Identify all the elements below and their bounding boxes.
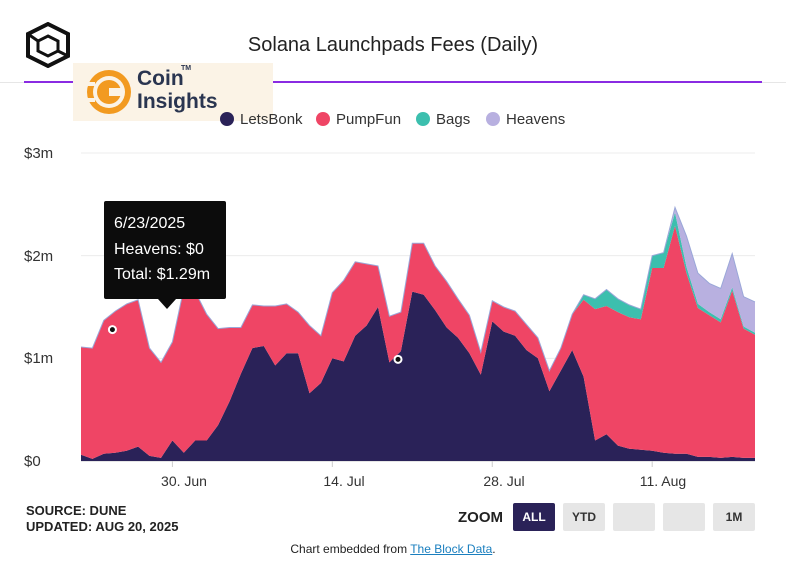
wordmark-line1: Coin (137, 67, 184, 90)
legend-item-heavens[interactable]: Heavens (486, 111, 565, 128)
tooltip-date: 6/23/2025 (114, 215, 186, 232)
chart-title: Solana Launchpads Fees (Daily) (247, 34, 539, 56)
legend-item-letsbonk[interactable]: LetsBonk (220, 111, 303, 128)
coin-insights-wordmark: Coin Insights (137, 67, 218, 113)
legend-swatch (316, 112, 330, 126)
legend-label: LetsBonk (240, 111, 303, 128)
trademark: TM (181, 65, 192, 72)
legend-item-bags[interactable]: Bags (416, 111, 470, 128)
y-tick-label: $3m (24, 145, 54, 162)
coin-insights-logo-icon (85, 70, 131, 114)
zoom-1m-button[interactable]: 1M (713, 503, 755, 531)
title-accent-line (24, 81, 762, 83)
area-series-pumpfun (81, 225, 755, 459)
zoom-button-blank-1[interactable] (613, 503, 655, 531)
y-tick-label: $1m (24, 350, 54, 367)
legend-swatch (220, 112, 234, 126)
hover-marker (107, 325, 117, 335)
y-tick-label: $0 (24, 453, 41, 470)
updated-label: UPDATED: AUG 20, 2025 (26, 519, 179, 534)
tooltip-series-value: Heavens: $0 (114, 241, 204, 258)
tooltip-markers (107, 325, 403, 364)
area-series-letsbonk (81, 291, 755, 461)
x-tick-label: 28. Jul (483, 473, 525, 489)
tooltip-caret (158, 299, 176, 309)
legend-swatch (416, 112, 430, 126)
x-tick-label: 14. Jul (323, 473, 365, 489)
legend-label: PumpFun (336, 111, 402, 128)
coin-insights-watermark: Coin Insights TM (73, 63, 273, 121)
embed-suffix: . (492, 542, 496, 556)
zoom-label: ZOOM (458, 509, 503, 526)
x-tick-label: 30. Jun (161, 473, 207, 489)
tooltip-total: Total: $1.29m (114, 266, 211, 283)
legend-item-pumpfun[interactable]: PumpFun (316, 111, 401, 128)
hover-marker (393, 354, 403, 364)
the-block-data-link[interactable]: The Block Data (410, 542, 493, 556)
legend-label: Heavens (506, 111, 566, 128)
legend-label: Bags (436, 111, 471, 128)
zoom-all-button[interactable]: ALL (513, 503, 555, 531)
source-label: SOURCE: DUNE (26, 503, 127, 518)
y-tick-label: $2m (24, 248, 54, 265)
legend-swatch (486, 112, 500, 126)
zoom-button-blank-2[interactable] (663, 503, 705, 531)
embed-note: Chart embedded from The Block Data. (0, 542, 786, 556)
zoom-ytd-button[interactable]: YTD (563, 503, 605, 531)
source-info: SOURCE: DUNE UPDATED: AUG 20, 2025 (26, 503, 178, 535)
embed-prefix: Chart embedded from (290, 542, 411, 556)
theblock-logo (26, 22, 70, 68)
area-series (80, 205, 756, 461)
chart-tooltip: 6/23/2025 Heavens: $0 Total: $1.29m (104, 201, 226, 299)
x-tick-label: 11. Aug (639, 473, 687, 489)
wordmark-line2: Insights (137, 90, 218, 113)
